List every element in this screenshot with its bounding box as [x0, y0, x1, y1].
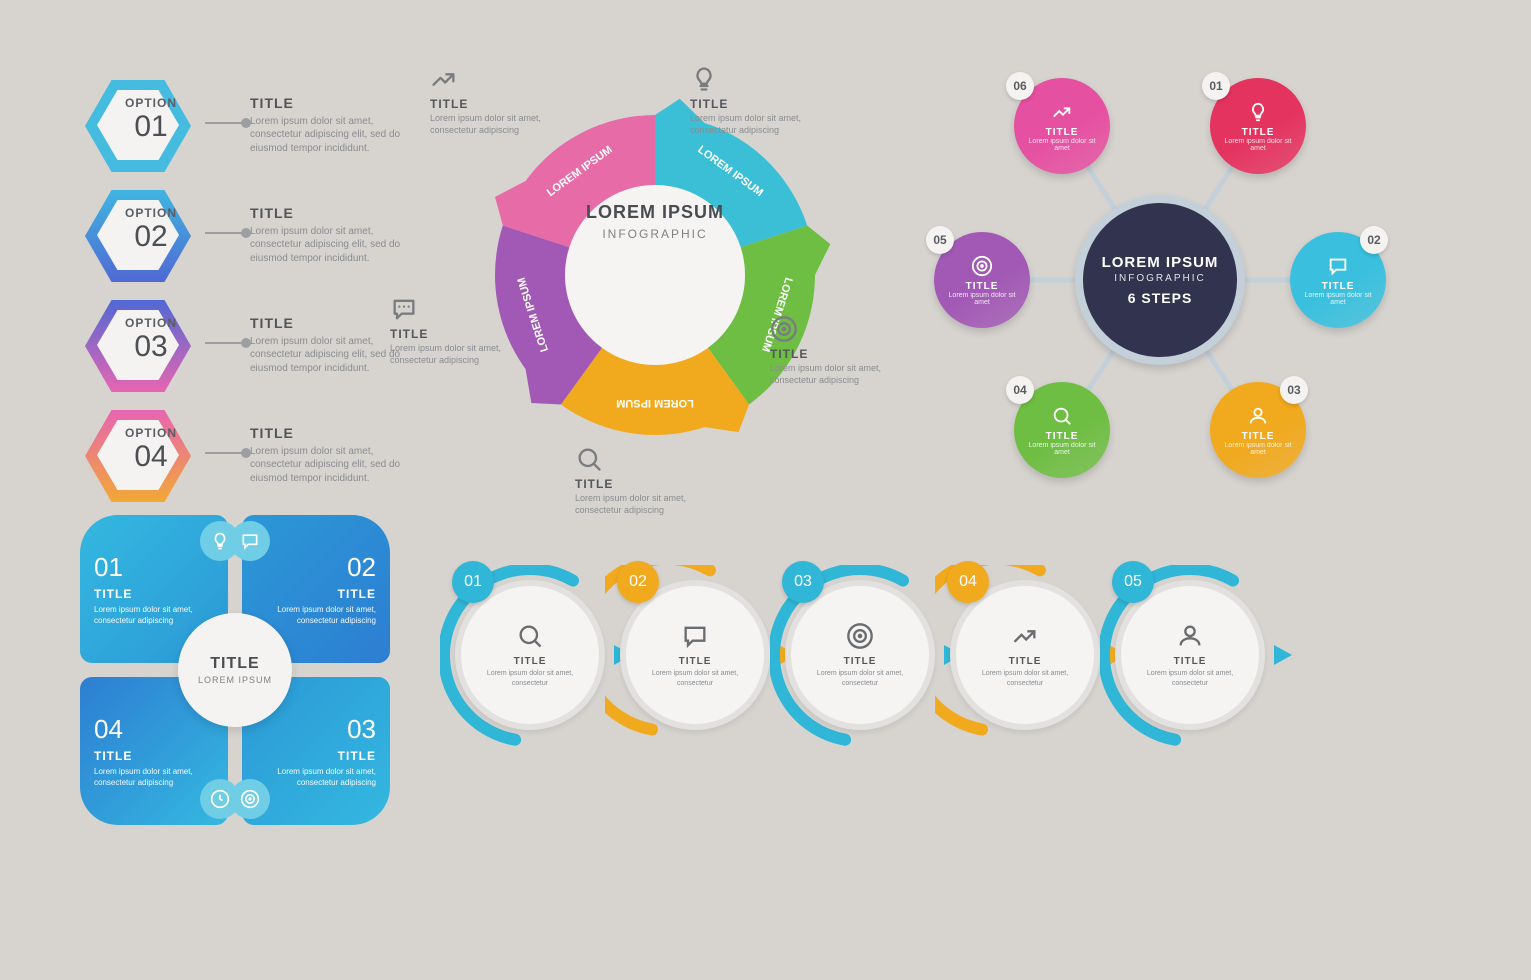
six-step-hub-subtitle: INFOGRAPHIC [1114, 273, 1205, 284]
connector-line [205, 452, 245, 454]
hexagon-option-text: TITLELorem ipsum dolor sit amet, consect… [250, 315, 405, 376]
quadrant-center: TITLE LOREM IPSUM [178, 613, 292, 727]
hexagon-option-number: OPTION04 [111, 426, 191, 474]
hexagon-option-text: TITLELorem ipsum dolor sit amet, consect… [250, 95, 405, 156]
quadrant-center-sub: LOREM IPSUM [198, 675, 272, 685]
user-icon [1176, 622, 1204, 650]
chain-step-badge: 02 [617, 561, 659, 603]
chain-step-badge: 05 [1112, 561, 1154, 603]
hexagon-option-row: OPTION02 TITLELorem ipsum dolor sit amet… [85, 180, 405, 290]
cycle-center-label: LOREM IPSUM INFOGRAPHIC [580, 202, 730, 241]
hexagon-option-row: OPTION04 TITLELorem ipsum dolor sit amet… [85, 400, 405, 510]
cycle-callout: TITLELorem ipsum dolor sit amet, consect… [390, 295, 530, 366]
cycle-chart: LOREM IPSUMLOREM IPSUMLOREM IPSUMLOREM I… [410, 55, 900, 495]
six-step-hub: LOREM IPSUM INFOGRAPHIC 6 STEPS [1075, 195, 1245, 365]
hexagon-option-number: OPTION03 [111, 316, 191, 364]
connector-line [205, 232, 245, 234]
hexagon-option-text: TITLELorem ipsum dolor sit amet, consect… [250, 205, 405, 266]
chain-step: TITLELorem ipsum dolor sit amet, consect… [605, 565, 785, 745]
six-step-badge: 06 [1006, 72, 1034, 100]
trend-up-icon [1011, 622, 1039, 650]
hexagon-option-row: OPTION03 TITLELorem ipsum dolor sit amet… [85, 290, 405, 400]
chain-step-badge: 01 [452, 561, 494, 603]
six-step-badge: 03 [1280, 376, 1308, 404]
connector-line [205, 342, 245, 344]
hexagon-option-list: OPTION01 TITLELorem ipsum dolor sit amet… [85, 70, 405, 510]
chain-step: TITLELorem ipsum dolor sit amet, consect… [770, 565, 950, 745]
search-icon [1051, 405, 1073, 427]
chat-icon [230, 521, 270, 561]
connector-dot [241, 118, 251, 128]
chain-step-badge: 04 [947, 561, 989, 603]
target-icon [971, 255, 993, 277]
six-step-diagram: LOREM IPSUM INFOGRAPHIC 6 STEPS TITLELor… [920, 60, 1400, 500]
svg-text:LOREM IPSUM: LOREM IPSUM [616, 397, 694, 409]
chain-step-badge: 03 [782, 561, 824, 603]
trend-up-icon [1051, 101, 1073, 123]
hexagon-option-number: OPTION01 [111, 96, 191, 144]
connector-dot [241, 228, 251, 238]
step-chain: TITLELorem ipsum dolor sit amet, consect… [440, 565, 1460, 765]
chat-icon [390, 295, 418, 323]
chain-step: TITLELorem ipsum dolor sit amet, consect… [440, 565, 620, 745]
hexagon-option-number: OPTION02 [111, 206, 191, 254]
connector-dot [241, 448, 251, 458]
search-icon [575, 445, 603, 473]
clock-icon [200, 779, 240, 819]
quadrant-diagram: 01 TITLE Lorem ipsum dolor sit amet, con… [80, 515, 390, 825]
chat-icon [1327, 255, 1349, 277]
six-step-badge: 04 [1006, 376, 1034, 404]
bulb-icon [690, 65, 718, 93]
cycle-callout: TITLELorem ipsum dolor sit amet, consect… [690, 65, 830, 136]
cycle-callout: TITLELorem ipsum dolor sit amet, consect… [575, 445, 715, 516]
cycle-chart-svg: LOREM IPSUMLOREM IPSUMLOREM IPSUMLOREM I… [475, 95, 835, 455]
chain-step: TITLELorem ipsum dolor sit amet, consect… [935, 565, 1115, 745]
target-icon [846, 622, 874, 650]
target-icon [770, 315, 798, 343]
connector-dot [241, 338, 251, 348]
quadrant-center-title: TITLE [210, 655, 259, 673]
trend-up-icon [430, 65, 458, 93]
cycle-callout: TITLELorem ipsum dolor sit amet, consect… [770, 315, 910, 386]
bulb-icon [1247, 101, 1269, 123]
cycle-callout: TITLELorem ipsum dolor sit amet, consect… [430, 65, 570, 136]
six-step-hub-footer: 6 STEPS [1128, 290, 1193, 306]
six-step-badge: 01 [1202, 72, 1230, 100]
cycle-center-title: LOREM IPSUM [580, 202, 730, 223]
chat-icon [681, 622, 709, 650]
connector-line [205, 122, 245, 124]
six-step-badge: 05 [926, 226, 954, 254]
infographic-canvas: OPTION01 TITLELorem ipsum dolor sit amet… [0, 0, 1531, 980]
hexagon-option-text: TITLELorem ipsum dolor sit amet, consect… [250, 425, 405, 486]
cycle-center-subtitle: INFOGRAPHIC [580, 227, 730, 241]
user-icon [1247, 405, 1269, 427]
six-step-hub-title: LOREM IPSUM [1102, 254, 1219, 271]
six-step-badge: 02 [1360, 226, 1388, 254]
hexagon-option-row: OPTION01 TITLELorem ipsum dolor sit amet… [85, 70, 405, 180]
search-icon [516, 622, 544, 650]
chain-step: TITLELorem ipsum dolor sit amet, consect… [1100, 565, 1280, 745]
